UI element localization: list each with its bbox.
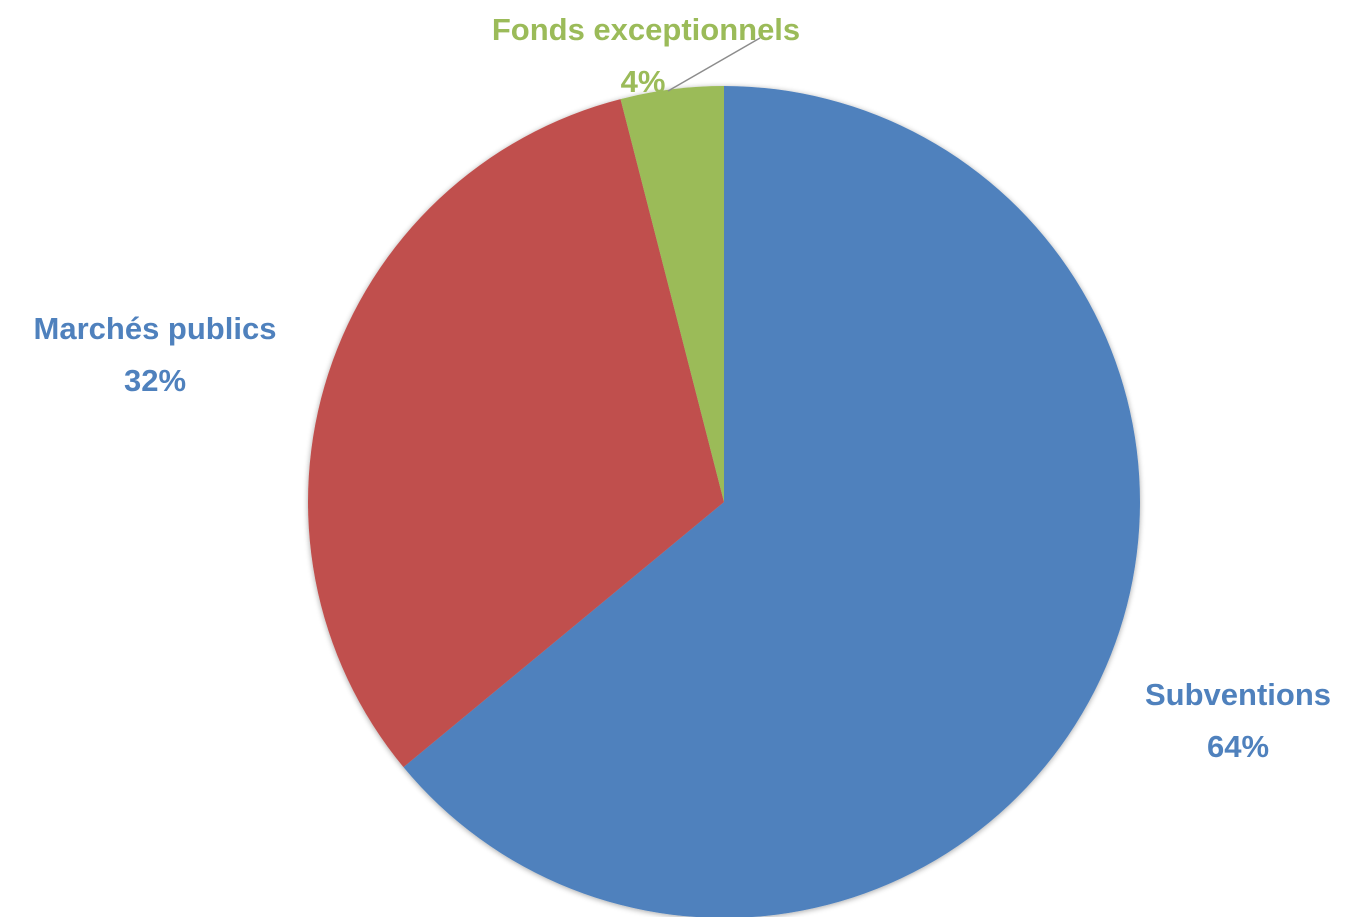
marches-publics-value-label: 32% — [124, 363, 186, 398]
fonds-exceptionnels-value-label: 4% — [621, 64, 666, 99]
subventions-value-label: 64% — [1207, 729, 1269, 764]
marches-publics-label: Marchés publics — [34, 311, 277, 346]
fonds-exceptionnels-leader-line — [667, 37, 761, 92]
fonds-exceptionnels-label: Fonds exceptionnels — [492, 12, 800, 47]
pie-slice-subventions — [403, 86, 1140, 917]
pie-slice-fonds-exceptionnels — [620, 86, 724, 502]
pie-slice-marches-publics — [307, 99, 724, 768]
subventions-label: Subventions — [1145, 677, 1331, 712]
